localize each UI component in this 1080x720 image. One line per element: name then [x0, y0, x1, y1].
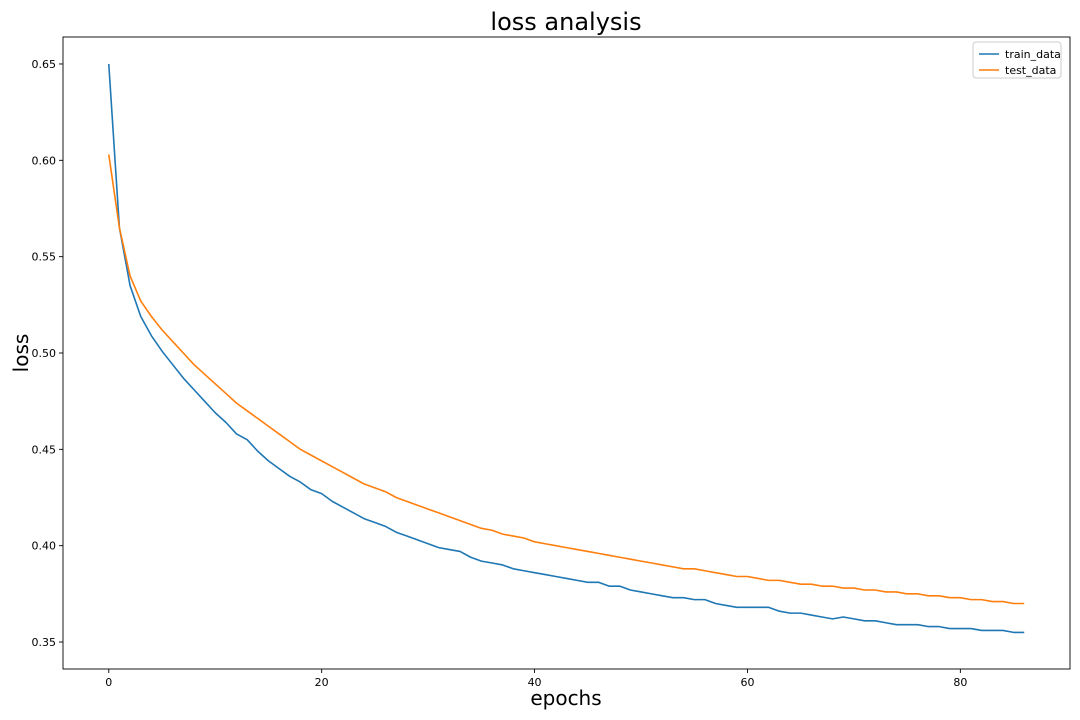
y-tick-label: 0.35: [32, 636, 57, 649]
plot-frame: [62, 36, 1071, 670]
legend-label-test_data: test_data: [1005, 64, 1056, 77]
x-axis-label: epochs: [530, 686, 601, 710]
axes: 0 20 40 60 80 0.35 0.40 0.45 0.50 0.55 0.60 0.65: [32, 36, 1071, 689]
y-tick-label: 0.50: [32, 347, 57, 360]
y-axis-label: loss: [9, 334, 33, 373]
y-tick-label: 0.45: [32, 443, 57, 456]
y-tick-label: 0.40: [32, 540, 57, 553]
legend-label-train_data: train_data: [1005, 48, 1061, 61]
x-tick-label: 80: [953, 676, 967, 689]
x-tick-label: 40: [528, 676, 542, 689]
x-tick-label: 0: [105, 676, 112, 689]
y-tick-label: 0.60: [32, 154, 57, 167]
series-line-train_data: [107, 63, 1025, 634]
legend-box: [972, 41, 1062, 79]
chart-title: loss analysis: [490, 8, 641, 36]
x-tick-label: 60: [740, 676, 754, 689]
y-tick-label: 0.65: [32, 58, 57, 71]
y-tick-label: 0.55: [32, 251, 57, 264]
legend: train_data test_data: [972, 41, 1062, 79]
x-tick-label: 20: [315, 676, 329, 689]
series-line-test_data: [107, 154, 1025, 605]
plot-area: [107, 63, 1025, 634]
